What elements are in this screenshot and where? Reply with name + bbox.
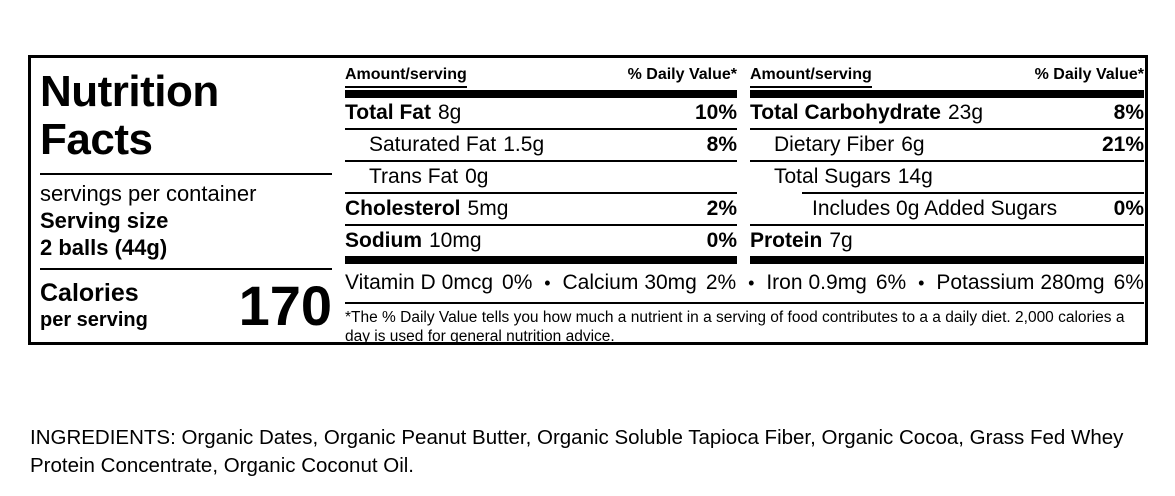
micronutrient-amount: 30mg bbox=[644, 271, 697, 294]
serving-size-value: 2 balls (44g) bbox=[40, 235, 168, 260]
micronutrient-name: Potassium bbox=[936, 271, 1035, 294]
nutrient-row-cholesterol: Cholesterol 5mg 2% bbox=[345, 194, 737, 224]
micronutrient-daily-value: 6% bbox=[875, 271, 907, 294]
nutrient-row-dietary-fiber: Dietary Fiber 6g 21% bbox=[750, 130, 1144, 160]
nutrient-amount: 1.5g bbox=[503, 133, 545, 156]
bullet-separator: • bbox=[748, 272, 755, 293]
calories-per-serving-label: per serving bbox=[40, 309, 148, 331]
micronutrient-name: Iron bbox=[766, 271, 803, 294]
nutrient-row-total-fat: Total Fat 8g 10% bbox=[345, 98, 737, 128]
nutrient-daily-value: 8% bbox=[706, 133, 737, 156]
divider bbox=[345, 192, 737, 194]
divider bbox=[750, 128, 1144, 130]
calories-label-group: Calories per serving bbox=[40, 279, 148, 332]
ingredients-text: INGREDIENTS: Organic Dates, Organic Pean… bbox=[30, 426, 1124, 477]
nutrient-name: Trans Fat bbox=[369, 165, 459, 188]
nutrient-amount: 6g bbox=[901, 133, 925, 156]
micronutrient-amount: 0mcg bbox=[441, 271, 494, 294]
serving-size-label: Serving size bbox=[40, 208, 169, 233]
calories-value: 170 bbox=[238, 274, 332, 337]
micronutrient-name: Vitamin D bbox=[345, 271, 436, 294]
nutrition-facts-title: Nutrition Facts bbox=[40, 67, 219, 164]
nutrient-amount: 14g bbox=[897, 165, 933, 188]
nutrient-amount: 8g bbox=[437, 101, 462, 124]
nutrient-name: Total Sugars bbox=[774, 165, 891, 188]
micronutrient-iron: Iron 0.9mg 6% bbox=[766, 271, 906, 295]
micronutrient-daily-value: 6% bbox=[1113, 271, 1144, 294]
divider bbox=[750, 224, 1144, 226]
nutrient-daily-value: 0% bbox=[1113, 197, 1144, 220]
thick-divider bbox=[345, 90, 737, 98]
nutrient-daily-value: 0% bbox=[706, 229, 737, 252]
nutrient-daily-value: 21% bbox=[1101, 133, 1144, 156]
micronutrient-calcium: Calcium 30mg 2% bbox=[562, 271, 736, 295]
daily-value-header: % Daily Value* bbox=[627, 66, 737, 83]
nutrient-daily-value: 2% bbox=[706, 197, 737, 220]
calories-label: Calories bbox=[40, 279, 139, 307]
micronutrient-potassium: Potassium 280mg 6% bbox=[936, 271, 1144, 295]
nutrient-name: Dietary Fiber bbox=[774, 133, 895, 156]
nutrient-row-added-sugars: Includes 0g Added Sugars 0% bbox=[750, 194, 1144, 224]
divider bbox=[345, 224, 737, 226]
thick-divider bbox=[345, 256, 737, 264]
nutrient-amount: 0g bbox=[465, 165, 489, 188]
nutrient-column-carb-protein: Amount/serving % Daily Value* Total Carb… bbox=[750, 66, 1144, 264]
micronutrient-daily-value: 0% bbox=[502, 271, 533, 294]
daily-value-header: % Daily Value* bbox=[1034, 66, 1144, 83]
daily-value-footnote: *The % Daily Value tells you how much a … bbox=[345, 309, 1125, 345]
nutrient-daily-value: 10% bbox=[694, 101, 737, 124]
divider bbox=[40, 268, 332, 270]
serving-info-panel: Nutrition Facts servings per container S… bbox=[40, 67, 332, 337]
nutrient-column-fat-sodium: Amount/serving % Daily Value* Total Fat … bbox=[345, 66, 737, 264]
bullet-separator: • bbox=[918, 272, 925, 293]
nutrient-row-protein: Protein 7g bbox=[750, 226, 1144, 256]
nutrient-daily-value: 8% bbox=[1113, 101, 1144, 124]
thick-divider bbox=[750, 256, 1144, 264]
micronutrients-and-footnote: Vitamin D 0mcg 0% • Calcium 30mg 2% • Iron 0.… bbox=[345, 264, 1144, 346]
micronutrient-vitamin-d: Vitamin D 0mcg 0% bbox=[345, 271, 532, 295]
nutrient-amount: 7g bbox=[829, 229, 853, 252]
divider bbox=[40, 173, 332, 175]
servings-per-container: servings per container bbox=[40, 181, 257, 206]
micronutrient-amount: 280mg bbox=[1040, 271, 1105, 294]
divider-indented bbox=[802, 192, 1144, 194]
column-header: Amount/serving % Daily Value* bbox=[345, 66, 737, 90]
divider bbox=[345, 302, 1144, 304]
bullet-separator: • bbox=[544, 272, 551, 293]
nutrient-name: Cholesterol bbox=[345, 197, 461, 220]
amount-per-serving-header: Amount/serving bbox=[345, 66, 467, 88]
nutrient-name: Sodium bbox=[345, 229, 422, 252]
divider bbox=[345, 128, 737, 130]
nutrient-row-sodium: Sodium 10mg 0% bbox=[345, 226, 737, 256]
nutrient-row-total-sugars: Total Sugars 14g bbox=[750, 162, 1144, 192]
nutrient-amount: 23g bbox=[947, 101, 984, 124]
thick-divider bbox=[750, 90, 1144, 98]
nutrient-name: Includes 0g Added Sugars bbox=[812, 197, 1058, 220]
nutrient-name: Total Carbohydrate bbox=[750, 101, 941, 124]
nutrient-amount: 10mg bbox=[429, 229, 482, 252]
divider bbox=[345, 160, 737, 162]
nutrient-amount: 5mg bbox=[467, 197, 509, 220]
calories-row: Calories per serving 170 bbox=[40, 274, 332, 337]
nutrition-facts-panel: Nutrition Facts servings per container S… bbox=[28, 55, 1148, 345]
amount-per-serving-header: Amount/serving bbox=[750, 66, 872, 88]
micronutrient-daily-value: 2% bbox=[705, 271, 737, 294]
nutrient-name: Protein bbox=[750, 229, 823, 252]
micronutrient-name: Calcium bbox=[562, 271, 639, 294]
nutrient-row-trans-fat: Trans Fat 0g bbox=[345, 162, 737, 192]
micronutrients-row: Vitamin D 0mcg 0% • Calcium 30mg 2% • Iron 0.… bbox=[345, 264, 1144, 302]
micronutrient-amount: 0.9mg bbox=[808, 271, 867, 294]
column-header: Amount/serving % Daily Value* bbox=[750, 66, 1144, 90]
nutrient-row-saturated-fat: Saturated Fat 1.5g 8% bbox=[345, 130, 737, 160]
nutrient-name: Saturated Fat bbox=[369, 133, 497, 156]
nutrient-name: Total Fat bbox=[345, 101, 431, 124]
nutrient-row-total-carbohydrate: Total Carbohydrate 23g 8% bbox=[750, 98, 1144, 128]
divider bbox=[750, 160, 1144, 162]
